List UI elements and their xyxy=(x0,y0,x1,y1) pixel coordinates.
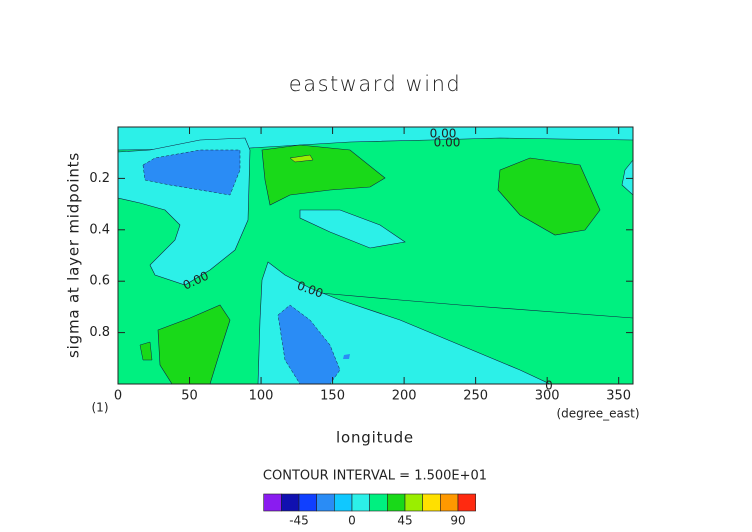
colorbar-box xyxy=(263,493,282,512)
contour-fill xyxy=(142,149,241,196)
contour-fill xyxy=(139,341,153,361)
x-tick-label: 250 xyxy=(463,389,488,404)
contour-fill xyxy=(497,157,601,236)
plot-frame xyxy=(117,126,634,385)
contour-label: 0 xyxy=(545,379,553,393)
contour-fill xyxy=(343,354,350,359)
x-axis-label: longitude xyxy=(336,429,414,447)
contour-label: 0.00 xyxy=(434,136,461,150)
x-tick-label: 100 xyxy=(249,389,274,404)
contour-label: 0.00 xyxy=(430,127,457,141)
colorbar-box xyxy=(422,493,441,512)
colorbar-box xyxy=(351,493,370,512)
y-tick-label: 0.8 xyxy=(89,325,110,340)
chart-title: eastward wind xyxy=(289,72,461,96)
x-tick-label: 200 xyxy=(392,389,417,404)
colorbar-box xyxy=(281,493,300,512)
contour-line xyxy=(319,292,634,319)
y-tick-label: 0.2 xyxy=(89,171,110,186)
y-axis-label: sigma at layer midpoints xyxy=(65,152,83,358)
plot-area xyxy=(117,126,634,385)
colorbar-box xyxy=(387,493,406,512)
x-tick-label: 150 xyxy=(320,389,345,404)
colorbar-box xyxy=(316,493,335,512)
x-tick-label: 350 xyxy=(606,389,631,404)
corner-label: (1) xyxy=(92,401,109,415)
colorbar-box xyxy=(457,493,476,512)
contour-interval: CONTOUR INTERVAL = 1.500E+01 xyxy=(263,469,487,484)
x-tick-label: 50 xyxy=(181,389,198,404)
colorbar-tick-label: 45 xyxy=(397,514,412,528)
contour-fill xyxy=(299,209,406,249)
colorbar-box xyxy=(440,493,459,512)
colorbar-box xyxy=(404,493,423,512)
colorbar-box xyxy=(298,493,317,512)
contour-fill xyxy=(157,304,231,385)
y-tick-label: 0.6 xyxy=(89,274,110,289)
colorbar-box xyxy=(369,493,388,512)
contour-fill xyxy=(277,304,341,385)
colorbar-tick-label: -45 xyxy=(289,514,309,528)
colorbar-box xyxy=(334,493,353,512)
x-tick-label: 0 xyxy=(114,389,122,404)
contour-fill xyxy=(289,154,314,163)
colorbar-tick-label: 90 xyxy=(450,514,465,528)
x-units: (degree_east) xyxy=(556,407,639,421)
y-tick-label: 0.4 xyxy=(89,222,110,237)
x-tick-label: 300 xyxy=(535,389,560,404)
colorbar-tick-label: 0 xyxy=(348,514,356,528)
